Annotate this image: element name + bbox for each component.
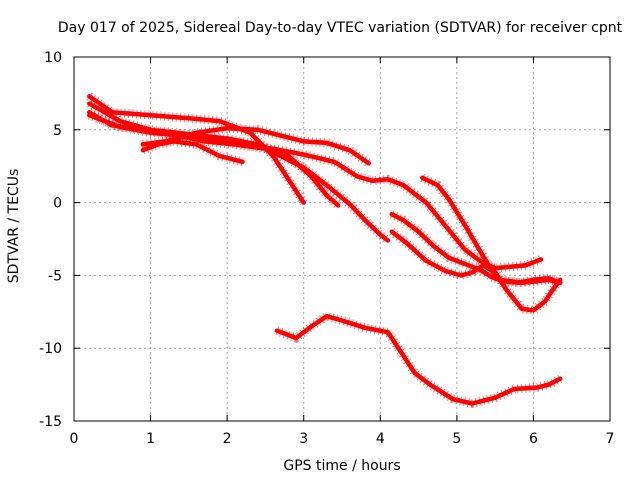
x-axis-label: GPS time / hours bbox=[283, 458, 400, 474]
series-markers-track-10 bbox=[275, 311, 563, 409]
series-markers-track-8 bbox=[389, 228, 564, 315]
chart-title: Day 017 of 2025, Sidereal Day-to-day VTE… bbox=[58, 20, 623, 36]
series-markers-track-4 bbox=[87, 110, 543, 273]
series-markers-track-6 bbox=[141, 136, 244, 167]
x-tick-label-3: 3 bbox=[299, 431, 308, 447]
x-tick-label-2: 2 bbox=[223, 431, 232, 447]
y-tick-label-5: 5 bbox=[53, 123, 62, 139]
x-tick-label-4: 4 bbox=[376, 431, 385, 447]
y-tick-label--15: -15 bbox=[39, 414, 62, 430]
x-tick-label-7: 7 bbox=[606, 431, 615, 447]
y-tick-label--5: -5 bbox=[48, 268, 62, 284]
series-group bbox=[86, 92, 564, 409]
series-track-9 bbox=[420, 175, 563, 285]
y-axis-label: SDTVAR / TECUs bbox=[6, 169, 22, 284]
y-tick-label-0: 0 bbox=[53, 196, 62, 212]
x-tick-label-0: 0 bbox=[70, 431, 79, 447]
y-tick-label--10: -10 bbox=[39, 341, 62, 357]
x-tick-label-1: 1 bbox=[146, 431, 155, 447]
grid bbox=[74, 57, 610, 421]
axis-ticks: 0 1 2 3 4 5 6 7 10 5 0 -5 -10 -15 bbox=[39, 50, 614, 447]
plot-frame bbox=[73, 56, 611, 422]
x-tick-label-6: 6 bbox=[529, 431, 538, 447]
series-markers-track-7 bbox=[389, 210, 562, 288]
y-tick-label-10: 10 bbox=[44, 50, 62, 66]
series-track-4 bbox=[87, 112, 544, 271]
series-markers-track-1 bbox=[86, 92, 308, 206]
x-tick-label-5: 5 bbox=[452, 431, 461, 447]
series-markers-track-9 bbox=[420, 173, 562, 288]
series-markers-track-5 bbox=[142, 123, 372, 168]
